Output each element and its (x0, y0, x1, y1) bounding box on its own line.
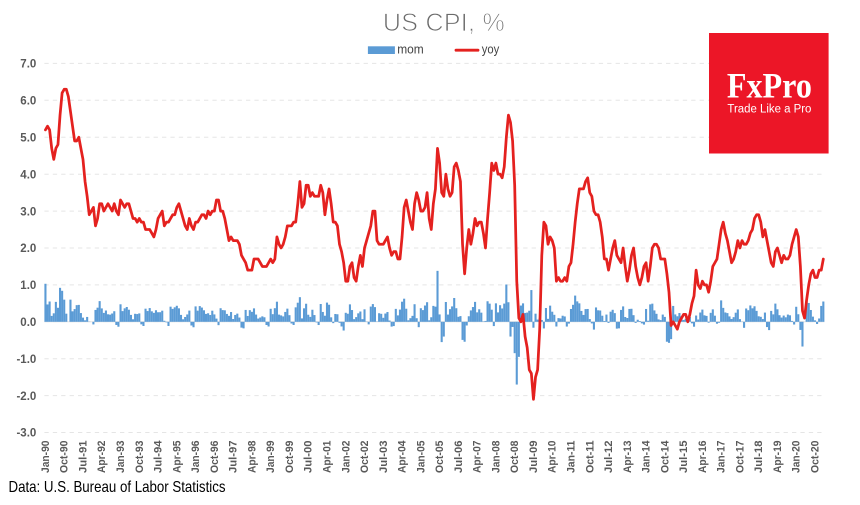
svg-text:Oct-17: Oct-17 (734, 441, 746, 474)
svg-text:-1.0: -1.0 (16, 354, 36, 366)
svg-text:mom: mom (397, 42, 424, 57)
svg-text:Jan-90: Jan-90 (40, 441, 52, 474)
svg-text:4.0: 4.0 (20, 169, 36, 181)
svg-text:-3.0: -3.0 (16, 428, 36, 440)
svg-text:1.0: 1.0 (20, 280, 36, 292)
svg-text:Jan-20: Jan-20 (791, 441, 803, 474)
svg-text:Jan-02: Jan-02 (340, 441, 352, 474)
svg-text:Apr-13: Apr-13 (622, 441, 634, 474)
svg-text:Apr-95: Apr-95 (171, 441, 183, 474)
svg-text:Jul-94: Jul-94 (153, 440, 165, 473)
svg-text:Apr-04: Apr-04 (397, 440, 409, 473)
svg-text:Oct-05: Oct-05 (434, 441, 446, 474)
svg-text:Jan-14: Jan-14 (641, 440, 653, 473)
svg-text:Jul-91: Jul-91 (78, 441, 90, 474)
svg-text:Oct-99: Oct-99 (284, 441, 296, 474)
svg-text:Oct-14: Oct-14 (659, 440, 671, 473)
svg-text:Oct-90: Oct-90 (59, 441, 71, 474)
svg-text:Apr-16: Apr-16 (697, 441, 709, 474)
svg-text:Apr-19: Apr-19 (772, 441, 784, 474)
svg-text:Jan-08: Jan-08 (490, 441, 502, 474)
svg-text:2.0: 2.0 (20, 243, 36, 255)
svg-text:Jan-96: Jan-96 (190, 441, 202, 474)
svg-text:yoy: yoy (482, 42, 500, 57)
svg-text:Oct-93: Oct-93 (134, 441, 146, 474)
svg-text:Apr-07: Apr-07 (472, 441, 484, 474)
svg-text:Oct-96: Oct-96 (209, 441, 221, 474)
svg-text:Oct-20: Oct-20 (810, 441, 822, 474)
svg-text:Jul-09: Jul-09 (528, 441, 540, 474)
svg-text:Oct-11: Oct-11 (584, 441, 596, 474)
svg-text:Data: U.S. Bureau of Labor Sta: Data: U.S. Bureau of Labor Statistics (9, 479, 226, 496)
svg-text:Apr-92: Apr-92 (96, 441, 108, 474)
svg-text:0.0: 0.0 (20, 317, 36, 329)
svg-text:Oct-08: Oct-08 (509, 441, 521, 474)
svg-text:Jan-11: Jan-11 (566, 441, 578, 474)
svg-text:US CPI, %: US CPI, % (383, 9, 505, 37)
svg-text:FxPro: FxPro (727, 65, 812, 105)
svg-text:Apr-98: Apr-98 (246, 441, 258, 474)
svg-text:6.0: 6.0 (20, 96, 36, 108)
svg-text:Jan-17: Jan-17 (716, 441, 728, 474)
svg-text:-2.0: -2.0 (16, 391, 36, 403)
svg-text:Jan-99: Jan-99 (265, 441, 277, 474)
svg-text:Apr-01: Apr-01 (322, 441, 334, 474)
svg-text:7.0: 7.0 (20, 59, 36, 71)
svg-text:Jul-97: Jul-97 (228, 441, 240, 474)
svg-text:Jul-15: Jul-15 (678, 441, 690, 474)
svg-text:Jul-12: Jul-12 (603, 441, 615, 474)
svg-text:Jul-00: Jul-00 (303, 441, 315, 474)
svg-text:Jul-18: Jul-18 (753, 441, 765, 474)
svg-text:3.0: 3.0 (20, 206, 36, 218)
svg-text:5.0: 5.0 (20, 133, 36, 145)
svg-text:Jan-93: Jan-93 (115, 441, 127, 474)
svg-text:Jul-03: Jul-03 (378, 441, 390, 474)
svg-text:Jan-05: Jan-05 (415, 441, 427, 474)
svg-text:Trade Like a Pro: Trade Like a Pro (727, 104, 811, 116)
svg-text:Oct-02: Oct-02 (359, 441, 371, 474)
svg-text:Jul-06: Jul-06 (453, 441, 465, 474)
svg-text:Apr-10: Apr-10 (547, 441, 559, 474)
